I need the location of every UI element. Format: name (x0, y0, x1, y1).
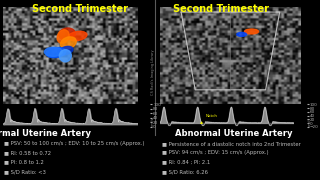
Ellipse shape (244, 29, 259, 34)
Text: ■ S/D Ratio: <3: ■ S/D Ratio: <3 (4, 169, 46, 174)
Text: ■ S/D Ratio: 6.26: ■ S/D Ratio: 6.26 (162, 169, 208, 174)
Ellipse shape (46, 48, 66, 58)
Text: Second Trimester: Second Trimester (32, 4, 128, 15)
Text: ■ RI: 0.58 to 0.72: ■ RI: 0.58 to 0.72 (4, 150, 51, 155)
Ellipse shape (60, 37, 76, 49)
Text: cm/s: cm/s (151, 117, 155, 126)
Ellipse shape (68, 31, 87, 41)
Text: ■ PI: 0.8 to 1.2: ■ PI: 0.8 to 1.2 (4, 159, 44, 165)
Text: ■ PSV: 94 cm/s ; EDV: 15 cm/s (Approx.): ■ PSV: 94 cm/s ; EDV: 15 cm/s (Approx.) (162, 150, 268, 155)
Text: Abnormal Uterine Artery: Abnormal Uterine Artery (175, 129, 292, 138)
Text: Second Trimester: Second Trimester (173, 4, 269, 15)
Ellipse shape (237, 32, 247, 36)
Text: Notch: Notch (201, 114, 218, 123)
Text: Normal Uterine Artery: Normal Uterine Artery (0, 129, 92, 138)
Text: ■ Persistence of a diastolic notch into 2nd Trimester: ■ Persistence of a diastolic notch into … (162, 141, 300, 146)
Text: ■ RI: 0.84 ; PI: 2.1: ■ RI: 0.84 ; PI: 2.1 (162, 159, 210, 165)
Ellipse shape (59, 46, 73, 55)
Text: cm/s: cm/s (308, 117, 312, 126)
Ellipse shape (59, 50, 71, 62)
Text: CS Radi's Imaging Library: CS Radi's Imaging Library (151, 49, 155, 95)
Text: ■ PSV: 50 to 100 cm/s ; EDV: 10 to 25 cm/s (Approx.): ■ PSV: 50 to 100 cm/s ; EDV: 10 to 25 cm… (4, 141, 144, 146)
Ellipse shape (44, 47, 62, 56)
Ellipse shape (57, 30, 69, 43)
Ellipse shape (59, 28, 75, 40)
